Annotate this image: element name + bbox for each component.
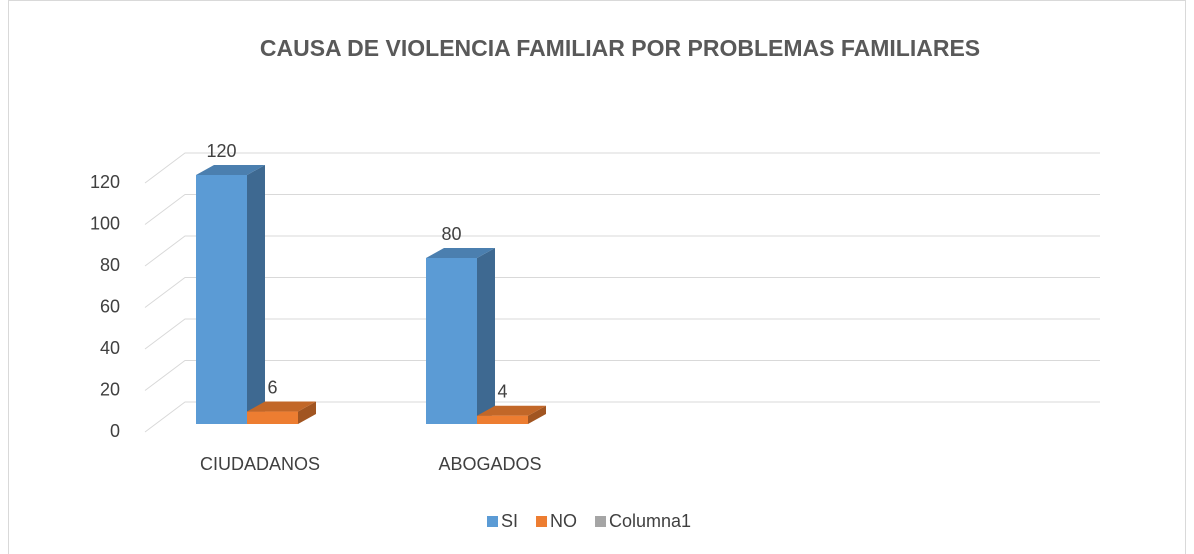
bar-front: [247, 411, 298, 424]
bar-front: [196, 175, 247, 424]
y-tick-label: 20: [100, 379, 120, 399]
bar-side: [528, 405, 546, 424]
bar-side: [298, 401, 316, 424]
y-tick-label: 0: [110, 421, 120, 441]
bar-top: [477, 405, 546, 416]
bar: [477, 405, 546, 424]
y-tick-label: 100: [90, 213, 120, 233]
y-tick-label: 40: [100, 338, 120, 358]
legend-swatch: [595, 516, 607, 527]
legend-swatch: [536, 516, 548, 527]
x-tick-label: CIUDADANOS: [200, 454, 320, 474]
legend-swatch: [487, 516, 498, 527]
y-tick-label: 80: [100, 255, 120, 275]
bar-top: [247, 401, 316, 412]
data-label: 4: [497, 381, 507, 401]
bar: [196, 165, 265, 424]
data-label: 120: [206, 141, 236, 161]
legend-label: NO: [550, 511, 577, 531]
bar-top: [196, 165, 265, 175]
bar-front: [426, 258, 477, 424]
grid-line: [144, 235, 1100, 267]
grid-line: [144, 152, 1100, 184]
legend-label: Columna1: [609, 511, 691, 531]
grid-line: [144, 401, 1100, 433]
grid-line: [144, 277, 1100, 308]
bar-side: [477, 248, 495, 424]
data-label: 6: [267, 377, 277, 397]
bar: [247, 401, 316, 424]
data-label: 80: [441, 224, 461, 244]
x-tick-label: ABOGADOS: [438, 454, 541, 474]
grid-line: [144, 194, 1100, 225]
legend-label: SI: [501, 511, 518, 531]
y-tick-label: 120: [90, 172, 120, 192]
y-tick-label: 60: [100, 296, 120, 316]
bar-front: [477, 415, 528, 424]
bar-top: [426, 248, 495, 258]
bar: [426, 248, 495, 424]
bar-side: [247, 165, 265, 424]
grid-line: [144, 360, 1100, 391]
chart-title: CAUSA DE VIOLENCIA FAMILIAR POR PROBLEMA…: [260, 35, 980, 61]
grid-line: [144, 318, 1100, 350]
